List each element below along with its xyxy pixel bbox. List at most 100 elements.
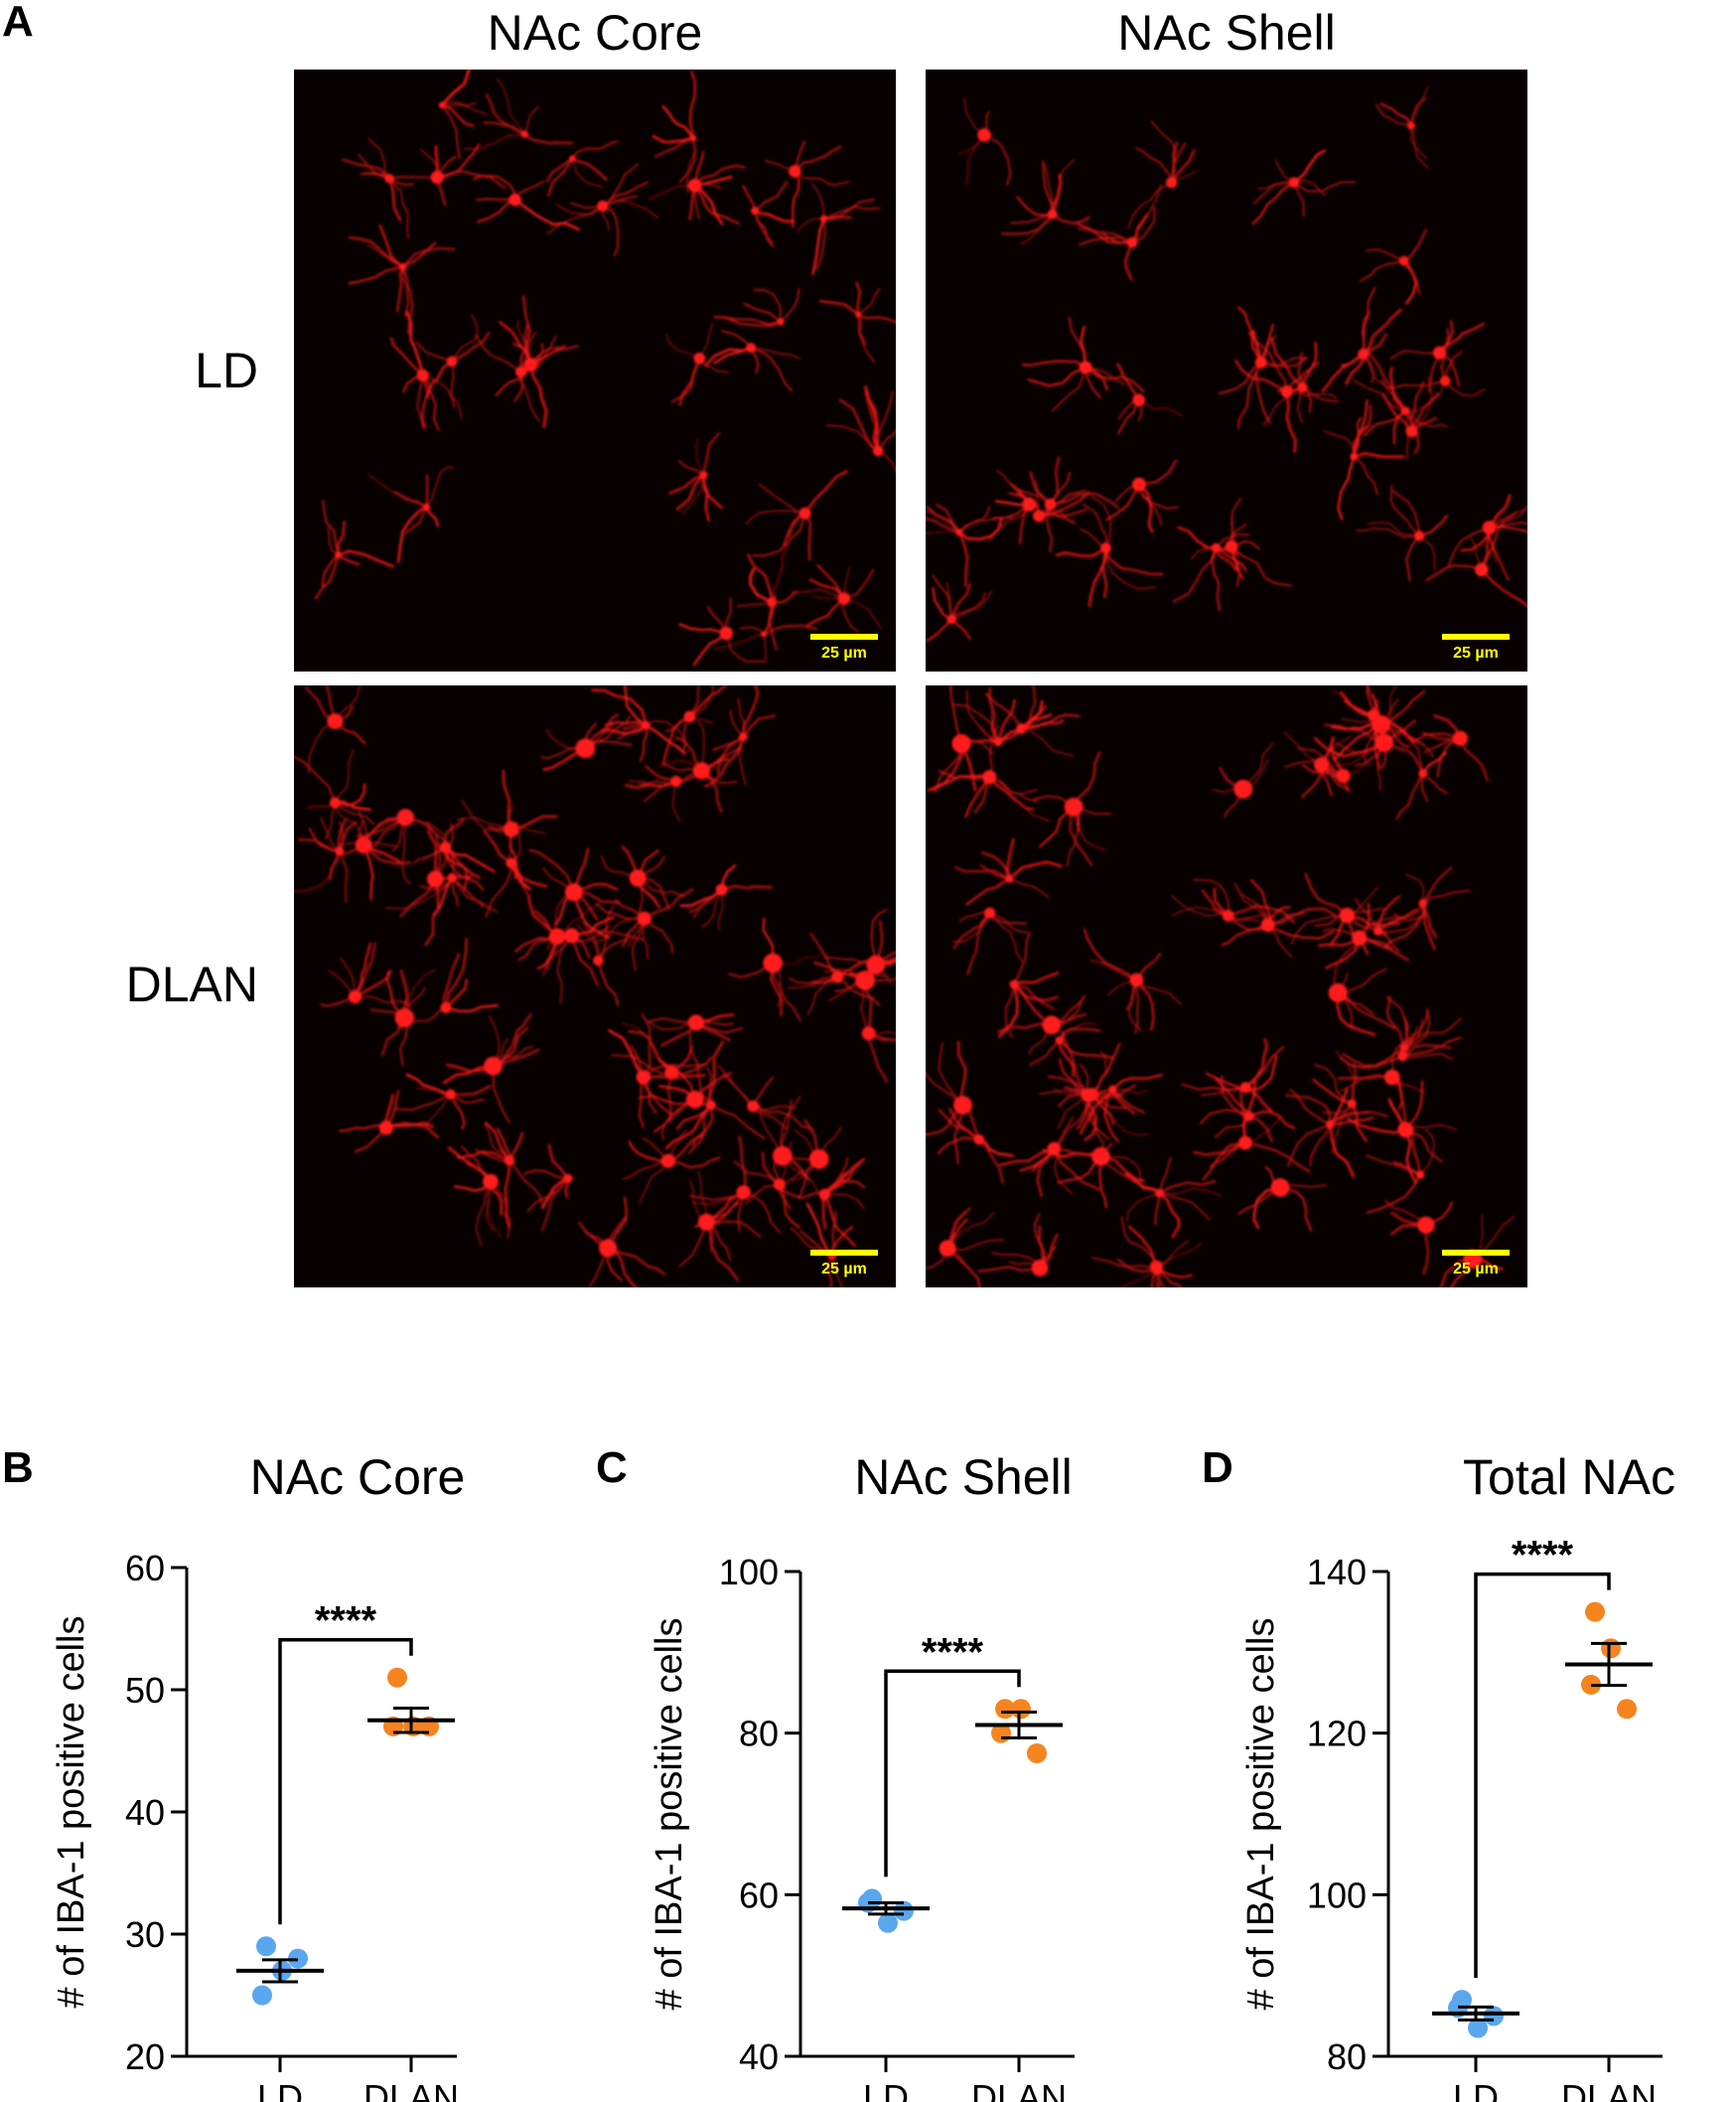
data-point [894, 1900, 914, 1921]
y-tick-label: 140 [1307, 1552, 1367, 1592]
microglia-cell [1389, 328, 1486, 413]
x-tick-label: DLAN [363, 2077, 459, 2102]
microglia-cell [385, 872, 498, 917]
data-point [1468, 2018, 1488, 2038]
microglia-cell [717, 1064, 814, 1130]
microglia-cell [412, 818, 496, 891]
microglia-cell [1105, 459, 1179, 533]
microglia-cell [1053, 1030, 1126, 1141]
microglia-cell [651, 71, 697, 194]
microglia-cell [420, 143, 506, 207]
scale-bar [1442, 634, 1510, 640]
microglia-cell [937, 1100, 1014, 1184]
microglia-cell [448, 1145, 511, 1247]
microglia-cell [703, 685, 777, 788]
microglia-cell [339, 1090, 440, 1153]
significance-bracket [1474, 1572, 1611, 1979]
microglia-cell [578, 1196, 665, 1287]
x-tick-label: DLAN [1561, 2077, 1657, 2102]
scale-bar-label: 25 µm [821, 645, 867, 662]
data-point [387, 1667, 407, 1688]
microglia-cell [668, 432, 724, 523]
ld-nac-shell-cells [926, 86, 1527, 643]
microglia-cell [522, 1143, 573, 1232]
scale-bar [810, 634, 878, 640]
y-tick-label: 60 [739, 1875, 779, 1915]
microglia-cell [1021, 316, 1145, 412]
microglia-cell [304, 685, 366, 774]
scale-bar-label: 25 µm [1453, 1261, 1499, 1277]
panel-letter-b: B [2, 1443, 34, 1492]
microglia-cell [1001, 158, 1090, 245]
microglia-cell [399, 822, 473, 947]
microglia-cell [456, 1122, 543, 1230]
microglia-cell [1234, 332, 1338, 453]
microglia-cell [369, 969, 436, 1067]
microglia-cell [1339, 1026, 1462, 1069]
microglia-cell [1084, 928, 1183, 1034]
microglia-cell [926, 1207, 1005, 1287]
microglia-cell [483, 822, 548, 918]
microglia-cell [1116, 363, 1184, 435]
microglia-cell [926, 574, 992, 643]
microglia-cell [472, 175, 580, 231]
microglia-cell [733, 1141, 804, 1229]
data-point [256, 1936, 276, 1957]
microglia-cell [1321, 286, 1402, 392]
microglia-cell [1262, 337, 1340, 427]
y-axis-label: # of IBA-1 positive cells [1240, 1618, 1282, 2011]
microglia-cell [679, 864, 773, 931]
microglia-cell [1328, 968, 1396, 1036]
microglia-cell [848, 972, 896, 1084]
microglia-cell [639, 720, 743, 814]
microglia-cell [926, 1040, 972, 1164]
data-point [1617, 1699, 1637, 1720]
microglia-cell [787, 932, 892, 1015]
data-point [1601, 1638, 1621, 1659]
microglia-cell [764, 140, 850, 228]
data-point [1585, 1601, 1605, 1622]
y-axis-label: # of IBA-1 positive cells [51, 1616, 92, 2009]
significance-bracket [884, 1669, 1021, 1877]
microglia-cell [591, 685, 686, 763]
microglia-cell [819, 281, 896, 364]
microglia-cell [464, 77, 574, 150]
microglia-cell [624, 765, 713, 822]
microglia-cell [1181, 1038, 1285, 1113]
dlan-nac-core-image: 25 µm [294, 685, 896, 1287]
column-title-nac-shell: NAc Shell [1117, 5, 1336, 61]
chart-panel-b: B NAc Core 20 30 40 50 60 # of IBA-1 positive… [0, 1430, 556, 2102]
microglia-cell [1410, 714, 1489, 782]
microglia-cell [1033, 751, 1112, 867]
microglia-cell [475, 295, 559, 422]
data-point [1011, 1699, 1031, 1720]
microglia-cell [1171, 879, 1296, 932]
microglia-cell [988, 469, 1037, 545]
microglia-cell [662, 685, 727, 765]
microglia-cell [294, 749, 375, 844]
microglia-cell [1383, 866, 1471, 951]
significance-stars: **** [922, 1630, 984, 1674]
microglia-cell [1128, 1225, 1202, 1287]
significance-stars: **** [1512, 1534, 1574, 1577]
column-title-nac-core: NAc Core [487, 5, 703, 61]
microglia-cell [796, 183, 881, 275]
microglia-cell [1212, 742, 1274, 819]
microglia-cell [997, 934, 1060, 1038]
data-point [878, 1912, 898, 1933]
microglia-cell [367, 466, 454, 563]
microglia-cell [394, 1073, 492, 1130]
microglia-cell [1285, 1088, 1388, 1178]
microglia-cell [348, 224, 456, 335]
microglia-cell [678, 597, 765, 667]
microglia-cell [1312, 1050, 1368, 1154]
chart-title: NAc Shell [854, 1449, 1073, 1505]
microglia-cell [790, 1119, 842, 1200]
microglia-cell [539, 713, 633, 771]
microglia-cell [600, 845, 686, 914]
microglia-cell [648, 150, 747, 225]
scale-bar-label: 25 µm [1453, 645, 1499, 662]
chart-panel-d: D Total NAc 80 100 120 140 # of IBA-1 positi… [1192, 1430, 1736, 2102]
microglia-cell [665, 323, 730, 406]
microglia-cell [957, 97, 1012, 186]
